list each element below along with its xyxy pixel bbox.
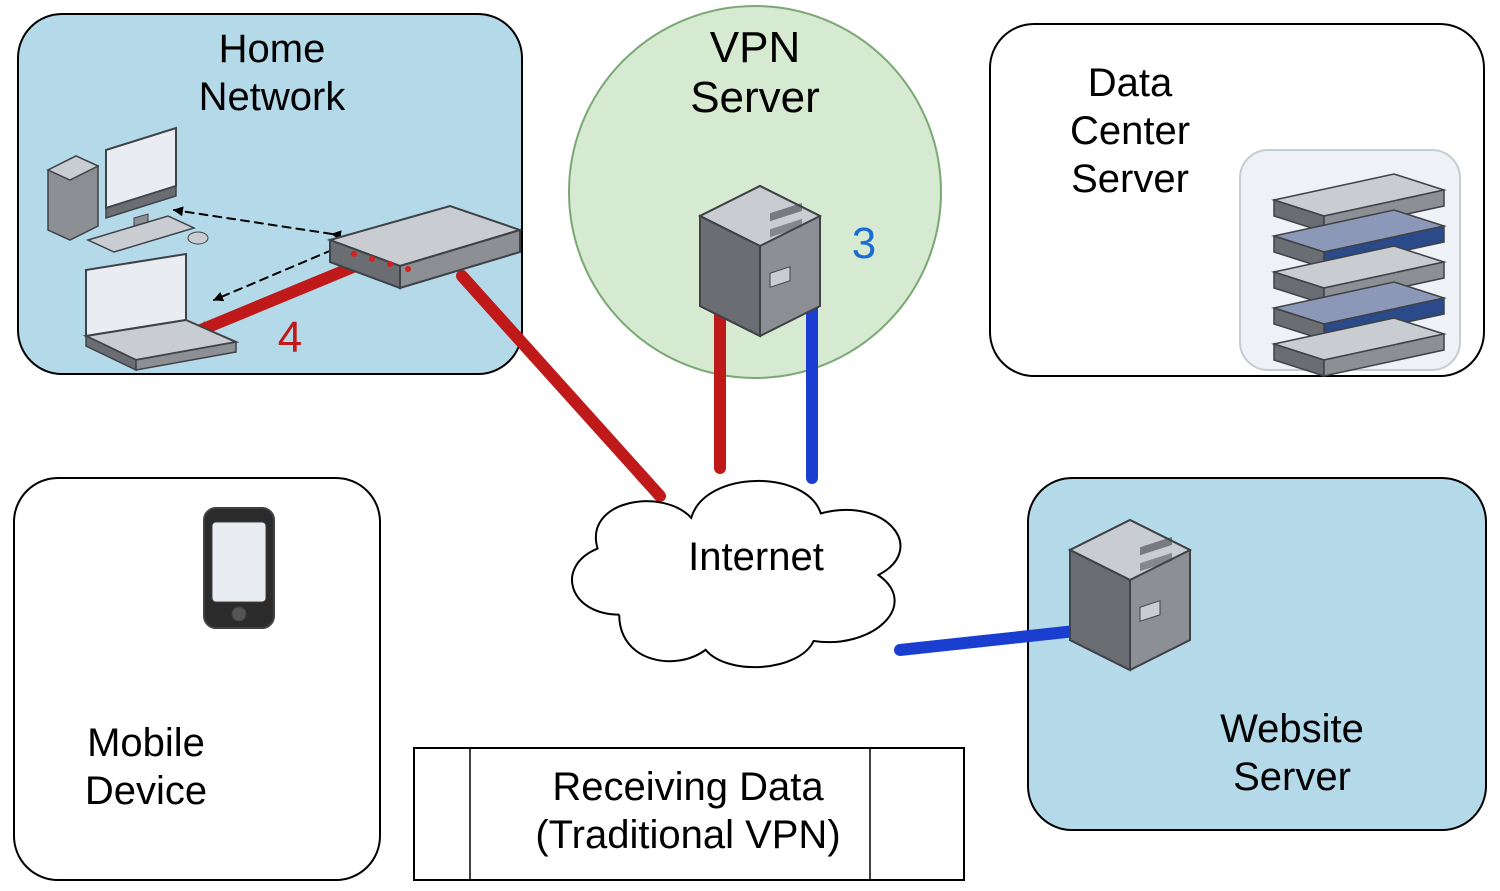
website-server-label-line1: Website bbox=[1220, 707, 1364, 751]
internet-label: Internet bbox=[688, 535, 824, 579]
mobile-device-label-line1: Mobile bbox=[87, 721, 205, 765]
data-center-label-line2: Center bbox=[1070, 109, 1190, 153]
vpn-server-label-line2: Server bbox=[690, 73, 820, 122]
annotation-num-3: 3 bbox=[852, 219, 876, 268]
website-server-icon bbox=[1070, 520, 1190, 670]
data-center-label-line1: Data bbox=[1088, 61, 1173, 105]
mobile-device-label-line2: Device bbox=[85, 769, 207, 813]
phone-icon bbox=[204, 508, 274, 628]
network-diagram: HomeNetworkVPNServerDataCenterServerMobi… bbox=[0, 0, 1500, 891]
website-server-label-line2: Server bbox=[1233, 755, 1351, 799]
caption-label-line2: (Traditional VPN) bbox=[535, 813, 840, 857]
data-center-label-line3: Server bbox=[1071, 157, 1189, 201]
home-network-label-line2: Network bbox=[199, 75, 347, 119]
annotation-num-4: 4 bbox=[278, 313, 302, 362]
server-rack-icon bbox=[1240, 150, 1460, 376]
vpn-server-label-line1: VPN bbox=[710, 23, 800, 72]
caption-label-line1: Receiving Data bbox=[552, 765, 824, 809]
vpn-server-icon bbox=[700, 186, 820, 336]
mobile-device-panel bbox=[14, 478, 380, 880]
home-network-label-line1: Home bbox=[219, 27, 326, 71]
